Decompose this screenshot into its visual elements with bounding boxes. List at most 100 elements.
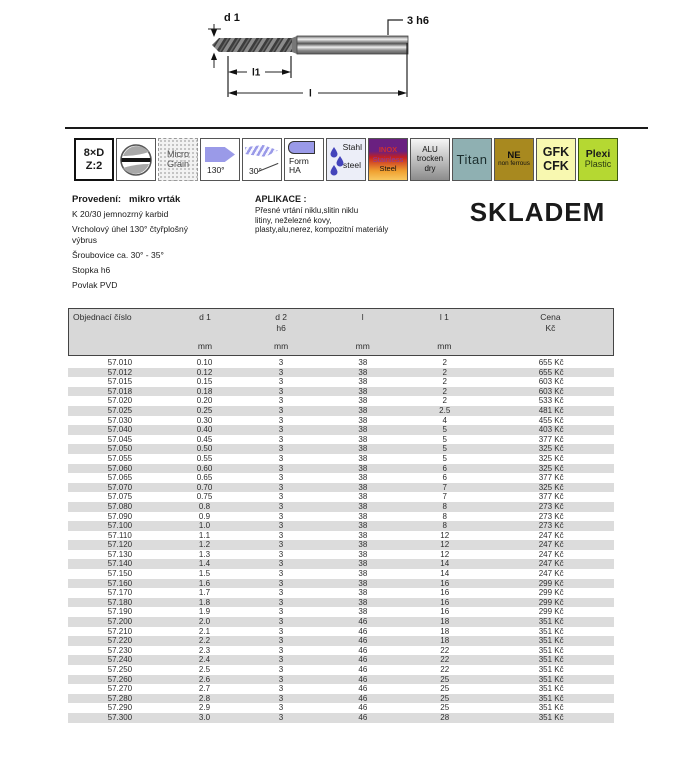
table-cell: 0.18 (196, 386, 213, 396)
header-d2: d 2 h6 mm (238, 309, 325, 355)
badge-form-line1: Form (289, 156, 309, 166)
table-cell: 3 (278, 626, 284, 636)
dim-l-label: l (309, 89, 312, 100)
table-cell: 3 (278, 501, 284, 511)
table-cell: 38 (358, 434, 368, 444)
table-cell: 25 (440, 693, 450, 703)
table-row: 57.200 2.0 3 46 18 351 Kč (68, 617, 614, 627)
description-title-value: mikro vrták (129, 194, 181, 205)
table-cell: 38 (358, 482, 368, 492)
section-divider (65, 127, 648, 129)
table-cell: 57.250 (107, 665, 133, 674)
drill-neck (292, 36, 297, 54)
table-cell: 351 Kč (538, 626, 564, 636)
table-cell: 38 (358, 425, 368, 435)
table-cell: 2.9 (198, 703, 211, 713)
description-line: Šroubovice ca. 30° - 35° (72, 249, 164, 260)
table-cell: 1.7 (198, 588, 211, 598)
table-cell: 3 (278, 607, 284, 617)
table-cell: 38 (358, 559, 368, 569)
header-unit: mm (274, 341, 289, 352)
table-cell: 38 (358, 569, 368, 579)
table-cell: 5 (442, 444, 447, 454)
table-cell: 38 (358, 367, 368, 377)
table-cell: 14 (440, 569, 450, 579)
table-cell: 38 (358, 358, 368, 367)
table-cell: 0.10 (196, 358, 213, 367)
table-cell: 12 (440, 549, 450, 559)
table-cell: 2.8 (198, 693, 211, 703)
table-row: 57.250 2.5 3 46 22 351 Kč (68, 665, 614, 675)
badge-gfk-line2: CFK (543, 158, 569, 173)
header-label: l 1 (439, 312, 449, 322)
table-row: 57.300 3.0 3 46 28 351 Kč (68, 712, 614, 723)
table-cell: 38 (358, 530, 368, 540)
table-cell: 14 (440, 559, 450, 569)
table-cell: 57.080 (107, 501, 133, 511)
table-cell: 38 (358, 377, 368, 387)
table-row: 57.025 0.25 3 38 2.5 481 Kč (68, 405, 614, 416)
table-cell: 455 Kč (538, 415, 564, 425)
helix-shape-icon (245, 145, 278, 157)
drill-technical-drawing: d 1 3 h6 l1 l (208, 12, 429, 100)
table-cell: 1.2 (198, 540, 211, 550)
table-cell: 0.75 (196, 492, 213, 502)
table-cell: 3 (278, 463, 284, 473)
table-cell: 3.0 (198, 712, 211, 722)
table-cell: 2.0 (198, 617, 211, 627)
table-cell: 5 (442, 434, 447, 444)
table-cell: 2 (442, 367, 447, 377)
table-cell: 3 (278, 578, 284, 588)
table-cell: 3 (278, 358, 284, 367)
table-row: 57.220 2.2 3 46 18 351 Kč (68, 636, 614, 646)
table-cell: 1.6 (198, 578, 211, 588)
description-line: K 20/30 jemnozrný karbid (72, 209, 169, 219)
table-cell: 38 (358, 415, 368, 425)
table-cell: 247 Kč (538, 549, 564, 559)
table-cell: 38 (358, 492, 368, 502)
header-l: l mm (325, 309, 401, 355)
header-unit: mm (197, 341, 213, 352)
table-cell: 46 (358, 684, 368, 694)
table-cell: 299 Kč (538, 578, 564, 588)
table-cell: 0.65 (196, 473, 213, 483)
product-description: Provedení: mikro vrták K 20/30 jemnozrný… (72, 194, 257, 295)
table-cell: 18 (440, 617, 450, 627)
badge-micro-grain: Micro Grain (158, 138, 198, 181)
table-row: 57.012 0.12 3 38 2 655 Kč (68, 367, 614, 378)
header-sublabel: h6 (276, 322, 286, 333)
badge-form-line2: HA (289, 164, 301, 175)
table-cell: 57.020 (107, 396, 133, 406)
description-line: Povlak PVD (72, 280, 118, 291)
table-cell: 57.300 (107, 712, 133, 722)
table-cell: 46 (358, 617, 368, 627)
table-cell: 25 (440, 684, 450, 694)
badge-plexi-plastic: Plexi Plastic (578, 138, 618, 181)
table-cell: 57.120 (107, 540, 133, 550)
table-cell: 3 (278, 482, 284, 492)
table-cell: 351 Kč (538, 617, 564, 627)
table-cell: 2.6 (198, 674, 211, 684)
table-cell: 0.9 (198, 511, 211, 521)
table-cell: 3 (278, 655, 284, 665)
table-cell: 57.220 (107, 636, 133, 646)
table-cell: 2.5 (198, 665, 211, 674)
badge-gfk-cfk: GFK CFK (536, 138, 576, 181)
table-cell: 57.270 (107, 684, 133, 694)
header-label: Objednací číslo (73, 312, 132, 322)
table-cell: 1.0 (198, 521, 211, 531)
table-row: 57.070 0.70 3 38 7 325 Kč (68, 482, 614, 493)
table-cell: 2 (442, 377, 447, 387)
table-cell: 57.015 (107, 377, 133, 387)
table-header: Objednací číslo d 1 mm d 2 h6 mm l mm l … (68, 308, 614, 356)
table-cell: 3 (278, 569, 284, 579)
table-row: 57.230 2.3 3 46 22 351 Kč (68, 646, 614, 656)
badge-plexi-line2: Plastic (584, 159, 612, 170)
table-cell: 57.190 (107, 607, 133, 617)
badge-ne-line1: NE (507, 150, 521, 162)
table-cell: 3 (278, 367, 284, 377)
badge-drill-type (116, 138, 156, 181)
badge-micro-grain-line1: Micro (167, 149, 189, 160)
table-cell: 57.180 (107, 597, 133, 607)
table-row: 57.100 1.0 3 38 8 273 Kč (68, 521, 614, 531)
